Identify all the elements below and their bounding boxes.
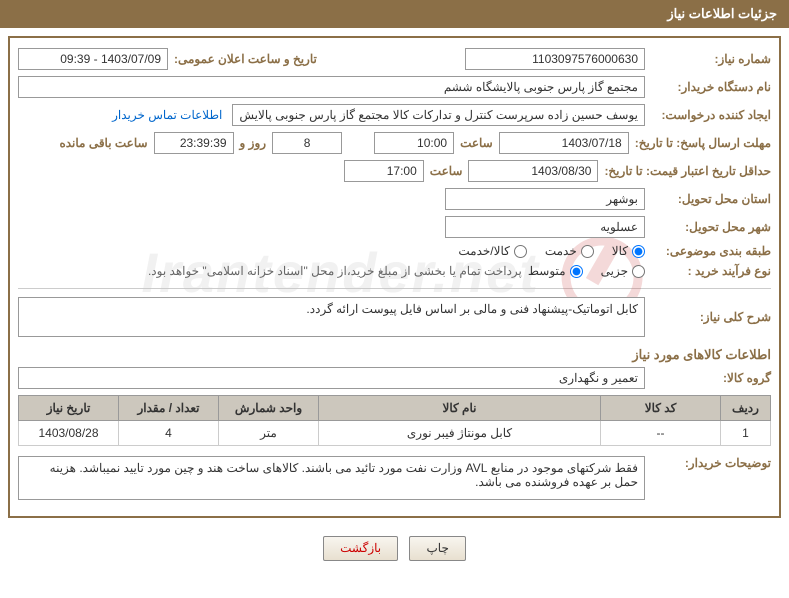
td-name: کابل مونتاژ فیبر نوری bbox=[319, 421, 601, 446]
radio-goods-input[interactable] bbox=[632, 245, 645, 258]
city-label: شهر محل تحویل: bbox=[651, 220, 771, 234]
notes-field: فقط شرکتهای موجود در منابع AVL وزارت نفت… bbox=[18, 456, 645, 500]
buyer-org-field: مجتمع گاز پارس جنوبی پالایشگاه ششم bbox=[18, 76, 645, 98]
th-code: کد کالا bbox=[601, 396, 721, 421]
need-no-label: شماره نیاز: bbox=[651, 52, 771, 66]
radio-medium-input[interactable] bbox=[570, 265, 583, 278]
table-row: 1 -- کابل مونتاژ فیبر نوری متر 4 1403/08… bbox=[19, 421, 771, 446]
announce-field: 1403/07/09 - 09:39 bbox=[18, 48, 168, 70]
th-row: ردیف bbox=[721, 396, 771, 421]
contact-link[interactable]: اطلاعات تماس خریدار bbox=[112, 108, 222, 122]
remaining-time: 23:39:39 bbox=[154, 132, 234, 154]
desc-field: کابل اتوماتیک-پیشنهاد فنی و مالی بر اساس… bbox=[18, 297, 645, 337]
process-radio-group: جزیی متوسط bbox=[528, 264, 645, 278]
radio-service[interactable]: خدمت bbox=[545, 244, 594, 258]
td-code: -- bbox=[601, 421, 721, 446]
th-date: تاریخ نیاز bbox=[19, 396, 119, 421]
hour-label-2: ساعت bbox=[430, 164, 463, 178]
process-label: نوع فرآیند خرید : bbox=[651, 264, 771, 278]
th-name: نام کالا bbox=[319, 396, 601, 421]
remaining-label: ساعت باقی مانده bbox=[59, 136, 147, 150]
deadline-time: 10:00 bbox=[374, 132, 454, 154]
th-qty: تعداد / مقدار bbox=[119, 396, 219, 421]
buyer-org-label: نام دستگاه خریدار: bbox=[651, 80, 771, 94]
validity-time: 17:00 bbox=[344, 160, 424, 182]
td-date: 1403/08/28 bbox=[19, 421, 119, 446]
td-row: 1 bbox=[721, 421, 771, 446]
deadline-date: 1403/07/18 bbox=[499, 132, 629, 154]
radio-both-input[interactable] bbox=[514, 245, 527, 258]
notes-label: توضیحات خریدار: bbox=[651, 456, 771, 470]
class-radio-group: کالا خدمت کالا/خدمت bbox=[458, 244, 645, 258]
validity-label: حداقل تاریخ اعتبار قیمت: تا تاریخ: bbox=[604, 164, 771, 178]
radio-partial-input[interactable] bbox=[632, 265, 645, 278]
divider-1 bbox=[18, 288, 771, 289]
buttons-bar: چاپ بازگشت bbox=[0, 526, 789, 571]
td-qty: 4 bbox=[119, 421, 219, 446]
desc-label: شرح کلی نیاز: bbox=[651, 310, 771, 324]
requester-field: یوسف حسین زاده سرپرست کنترل و تدارکات کا… bbox=[232, 104, 645, 126]
page-title: جزئیات اطلاعات نیاز bbox=[667, 6, 777, 21]
validity-date: 1403/08/30 bbox=[468, 160, 598, 182]
page-title-bar: جزئیات اطلاعات نیاز bbox=[0, 0, 789, 28]
payment-note: پرداخت تمام یا بخشی از مبلغ خرید،از محل … bbox=[148, 264, 522, 278]
radio-service-input[interactable] bbox=[581, 245, 594, 258]
city-field: عسلويه bbox=[445, 216, 645, 238]
deadline-label: مهلت ارسال پاسخ: تا تاریخ: bbox=[635, 136, 771, 150]
need-no-field: 1103097576000630 bbox=[465, 48, 645, 70]
requester-label: ایجاد کننده درخواست: bbox=[651, 108, 771, 122]
radio-goods[interactable]: کالا bbox=[612, 244, 645, 258]
back-button[interactable]: بازگشت bbox=[323, 536, 398, 561]
remaining-days: 8 bbox=[272, 132, 342, 154]
goods-table: ردیف کد کالا نام کالا واحد شمارش تعداد /… bbox=[18, 395, 771, 446]
print-button[interactable]: چاپ bbox=[409, 536, 465, 561]
goods-section-title: اطلاعات کالاهای مورد نیاز bbox=[18, 343, 771, 367]
radio-both[interactable]: کالا/خدمت bbox=[458, 244, 526, 258]
radio-partial[interactable]: جزیی bbox=[601, 264, 645, 278]
td-unit: متر bbox=[219, 421, 319, 446]
hour-label-1: ساعت bbox=[460, 136, 493, 150]
day-and-label: روز و bbox=[240, 136, 267, 150]
announce-label: تاریخ و ساعت اعلان عمومی: bbox=[174, 52, 317, 66]
main-panel: Irantender.net شماره نیاز: 1103097576000… bbox=[8, 36, 781, 518]
table-header-row: ردیف کد کالا نام کالا واحد شمارش تعداد /… bbox=[19, 396, 771, 421]
group-label: گروه کالا: bbox=[651, 371, 771, 385]
radio-medium[interactable]: متوسط bbox=[528, 264, 583, 278]
class-label: طبقه بندی موضوعی: bbox=[651, 244, 771, 258]
province-label: استان محل تحویل: bbox=[651, 192, 771, 206]
group-field: تعمیر و نگهداری bbox=[18, 367, 645, 389]
province-field: بوشهر bbox=[445, 188, 645, 210]
th-unit: واحد شمارش bbox=[219, 396, 319, 421]
